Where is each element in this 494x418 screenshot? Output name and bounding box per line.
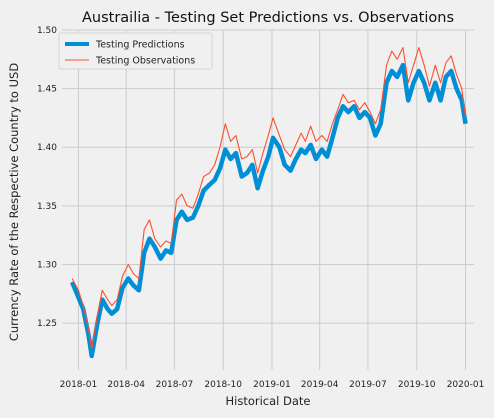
x-tick-label: 2018-10 bbox=[204, 380, 242, 390]
x-tick-label: 2019-10 bbox=[398, 380, 436, 390]
y-tick-label: 1.35 bbox=[37, 202, 57, 212]
series-layer bbox=[69, 47, 468, 359]
x-tick-label: 2019-01 bbox=[253, 380, 291, 390]
legend-label-observations: Testing Observations bbox=[95, 56, 195, 67]
x-tick-label: 2019-07 bbox=[349, 380, 387, 390]
y-tick-labels: 1.25 1.30 1.35 1.40 1.45 1.50 bbox=[37, 26, 57, 329]
x-tick-label: 2018-04 bbox=[107, 380, 145, 390]
y-axis-label: Currency Rate of the Respective Country … bbox=[7, 63, 21, 341]
y-tick-label: 1.25 bbox=[37, 319, 57, 329]
y-tick-label: 1.50 bbox=[37, 26, 57, 36]
x-axis-label: Historical Date bbox=[225, 394, 310, 408]
x-tick-label: 2019-04 bbox=[301, 380, 339, 390]
legend: Testing Predictions Testing Observations bbox=[58, 32, 213, 70]
y-tick-label: 1.30 bbox=[37, 260, 57, 270]
grid bbox=[62, 29, 474, 370]
x-tick-label: 2018-01 bbox=[60, 380, 98, 390]
legend-label-predictions: Testing Predictions bbox=[95, 40, 185, 51]
x-tick-label: 2020-01 bbox=[447, 380, 485, 390]
legend-box bbox=[58, 32, 213, 70]
chart-title: Austrailia - Testing Set Predictions vs.… bbox=[82, 10, 454, 26]
y-tick-label: 1.40 bbox=[37, 143, 57, 153]
y-tick-label: 1.45 bbox=[37, 85, 57, 95]
series-line-observations bbox=[71, 47, 467, 350]
series-line-predictions bbox=[69, 62, 468, 359]
x-tick-label: 2018-07 bbox=[156, 380, 194, 390]
x-tick-labels: 2018-01 2018-04 2018-07 2018-10 2019-01 2019-… bbox=[60, 380, 485, 390]
